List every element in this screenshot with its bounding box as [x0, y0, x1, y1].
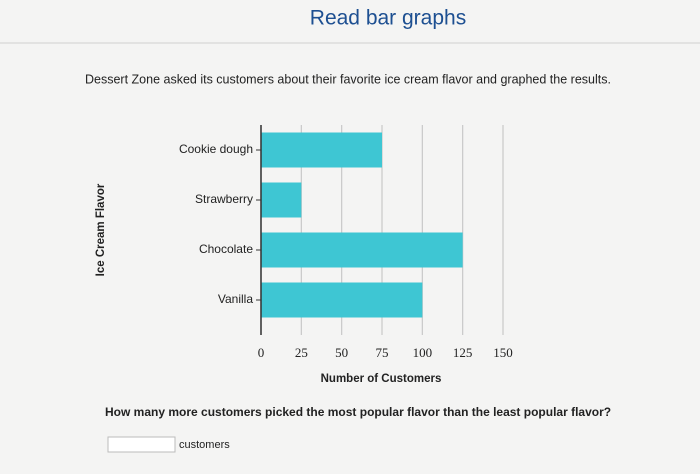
x-tick-label: 0	[258, 345, 265, 360]
x-tick-label: 50	[335, 345, 348, 360]
answer-input[interactable]	[107, 436, 176, 453]
y-axis-label: Ice Cream Flavor	[95, 183, 107, 276]
page-title: Read bar graphs	[310, 7, 466, 30]
y-tick-label: Strawberry	[195, 192, 253, 206]
x-tick-label: 25	[295, 345, 308, 360]
x-tick-label: 150	[493, 345, 513, 360]
y-tick-label: Cookie dough	[179, 142, 253, 156]
bar	[261, 232, 463, 268]
x-tick-label: 125	[453, 345, 473, 360]
bar	[261, 282, 423, 318]
bar	[261, 182, 302, 218]
x-tick-label: 100	[413, 345, 433, 360]
bar	[261, 132, 382, 168]
answer-unit: customers	[179, 439, 230, 451]
y-tick-label: Vanilla	[218, 292, 253, 306]
x-axis-label: Number of Customers	[321, 373, 442, 385]
intro-text: Dessert Zone asked its customers about t…	[85, 72, 611, 86]
question-text: How many more customers picked the most …	[105, 405, 611, 419]
y-tick-label: Chocolate	[199, 242, 253, 256]
x-tick-label: 75	[376, 345, 389, 360]
